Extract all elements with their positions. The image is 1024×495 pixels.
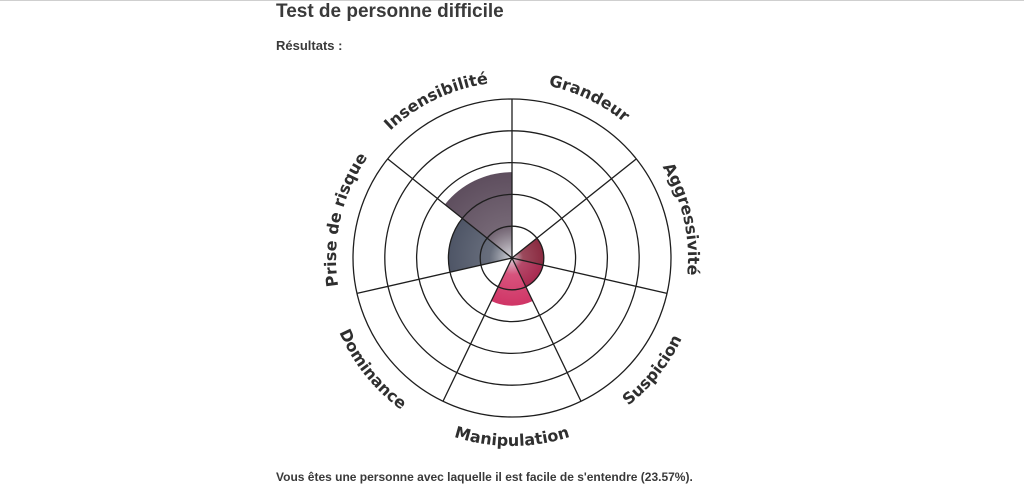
results-label: Résultats :	[276, 38, 343, 53]
spoke-4	[511, 257, 582, 402]
result-summary: Vous êtes une personne avec laquelle il …	[276, 470, 693, 484]
spoke-5	[442, 257, 513, 402]
spoke-2	[511, 158, 637, 259]
spoke-6	[356, 257, 513, 295]
axis-label-grandeur: Grandeur	[547, 71, 633, 125]
axis-label-prise-de-risque: Prise de risque	[321, 149, 371, 288]
sector-insensibilite	[444, 172, 512, 258]
axis-label-suspicion: Suspicion	[619, 332, 686, 409]
axis-label-manipulation: Manipulation	[453, 422, 572, 450]
page-title: Test de personne difficile	[276, 1, 504, 22]
top-divider	[0, 0, 1024, 1]
spoke-7	[387, 158, 513, 259]
sector-prise-de-risque	[448, 218, 512, 273]
sector-layer	[444, 172, 544, 306]
sector-aggressivite	[512, 238, 544, 266]
spoke-3	[511, 257, 668, 295]
sector-manipulation	[491, 258, 533, 306]
spoke-layer	[356, 99, 668, 402]
axis-label-insensibilite: Insensibilité	[380, 69, 489, 134]
